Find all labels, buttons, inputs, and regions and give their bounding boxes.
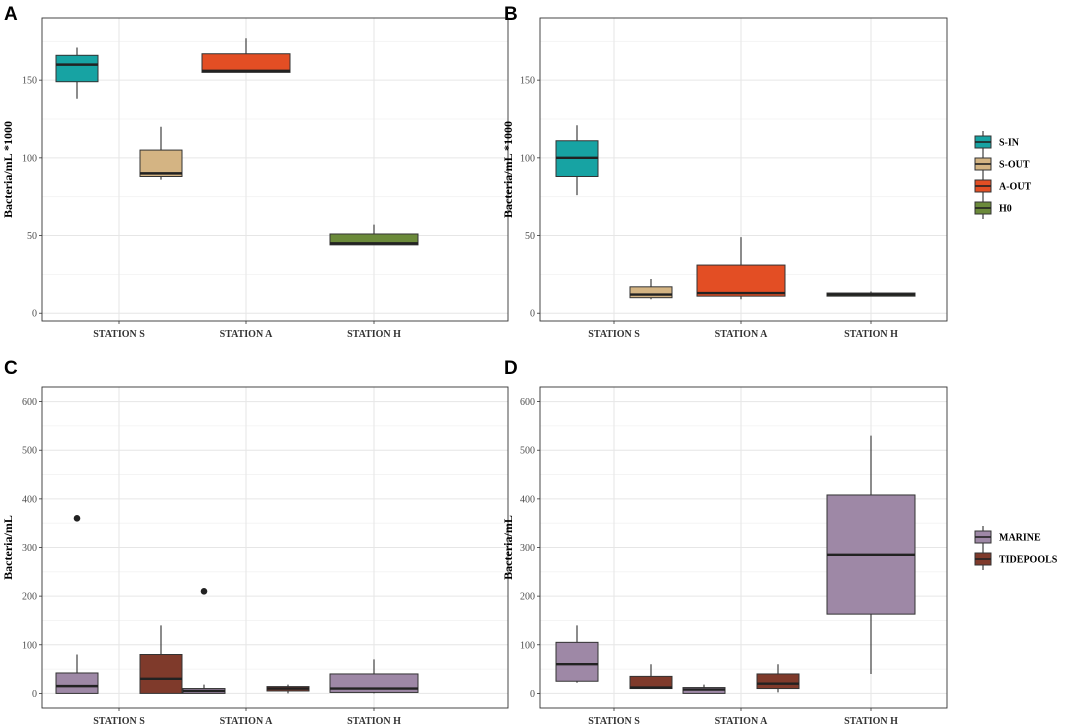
panel-c: C 0 100 200 300 400 500 600 STATION S STATION A ST…: [1, 358, 509, 724]
panel-a: A 0 50 100 150 STATION S STATION A STATION H Bac…: [1, 4, 509, 340]
y-axis-label: Bacteria/mL *1000: [501, 121, 515, 218]
box-tidepools: [266, 684, 310, 694]
box-tidepools: [756, 664, 800, 693]
y-axis-label: Bacteria/mL: [501, 515, 515, 580]
box-marine: [182, 587, 226, 694]
y-tick-label: 600: [22, 397, 37, 408]
x-tick-label: STATION A: [220, 716, 273, 724]
x-tick-label: STATION H: [844, 329, 898, 340]
y-tick-label: 50: [525, 231, 535, 242]
y-tick-label: 100: [22, 153, 37, 164]
panel-b: B 0 50 100 150 STATION S STATION A STATION H Bac…: [501, 4, 948, 340]
legend-c-legend: MARINE TIDEPOOLS: [974, 526, 1058, 570]
y-tick-label: 100: [520, 640, 535, 651]
y-tick-label: 400: [22, 494, 37, 505]
panel-letter: C: [4, 358, 18, 379]
x-tick-label: STATION S: [93, 329, 145, 340]
panel-letter: A: [4, 4, 18, 25]
box-marine: [826, 435, 916, 674]
box-tidepools: [139, 625, 183, 694]
box-s-in: [55, 47, 99, 99]
y-axis-label: Bacteria/mL *1000: [1, 121, 15, 218]
box-body: [55, 672, 99, 694]
x-tick-label: STATION A: [715, 716, 768, 724]
y-tick-label: 150: [520, 76, 535, 87]
y-tick-label: 200: [520, 592, 535, 603]
plot-frame: [41, 17, 509, 322]
legend-a-legend: S-IN S-OUT A-OUT H0: [974, 131, 1032, 219]
legend-label: TIDEPOOLS: [999, 555, 1058, 566]
y-tick-label: 100: [22, 640, 37, 651]
box-marine: [55, 515, 99, 694]
box-s-out: [629, 279, 673, 300]
y-tick-label: 300: [520, 543, 535, 554]
x-tick-label: STATION S: [588, 329, 640, 340]
legend-label: MARINE: [999, 533, 1041, 544]
y-tick-label: 300: [22, 543, 37, 554]
panel-letter: B: [504, 4, 518, 25]
box-a-out: [201, 38, 291, 73]
legend-label: A-OUT: [999, 182, 1032, 193]
legend-label: S-OUT: [999, 160, 1030, 171]
outlier-point: [200, 587, 208, 595]
y-tick-label: 0: [530, 689, 535, 700]
y-tick-label: 50: [27, 231, 37, 242]
panel-d: D 0 100 200 300 400 500 600 STATION S STATION A ST…: [501, 358, 948, 724]
y-tick-label: 100: [520, 153, 535, 164]
box-marine: [682, 684, 726, 694]
box-body: [139, 149, 183, 177]
y-axis-label: Bacteria/mL: [1, 515, 15, 580]
x-tick-label: STATION A: [220, 329, 273, 340]
x-tick-label: STATION A: [715, 329, 768, 340]
x-tick-label: STATION H: [844, 716, 898, 724]
box-a-out: [696, 237, 786, 300]
box-h0: [826, 291, 916, 297]
legend-label: S-IN: [999, 138, 1020, 149]
panel-letter: D: [504, 358, 518, 379]
y-tick-label: 200: [22, 592, 37, 603]
box-marine: [329, 659, 419, 694]
box-body: [329, 233, 419, 246]
box-tidepools: [629, 664, 673, 690]
y-tick-label: 600: [520, 397, 535, 408]
box-body: [756, 673, 800, 690]
box-body: [696, 264, 786, 297]
box-body: [55, 54, 99, 83]
box-body: [139, 654, 183, 694]
y-tick-label: 500: [520, 446, 535, 457]
box-body: [201, 53, 291, 73]
x-tick-label: STATION S: [588, 716, 640, 724]
x-tick-label: STATION H: [347, 329, 401, 340]
box-marine: [555, 625, 599, 683]
x-tick-label: STATION H: [347, 716, 401, 724]
outlier-point: [73, 515, 81, 522]
box-s-in: [555, 125, 599, 196]
box-h0: [329, 224, 419, 246]
x-tick-label: STATION S: [93, 716, 145, 724]
box-body: [629, 286, 673, 299]
box-s-out: [139, 126, 183, 180]
plot-frame: [539, 17, 948, 322]
y-tick-label: 500: [22, 446, 37, 457]
y-tick-label: 400: [520, 494, 535, 505]
box-body: [555, 641, 599, 682]
y-tick-label: 0: [32, 309, 37, 320]
y-tick-label: 0: [530, 309, 535, 320]
legend-label: H0: [999, 204, 1012, 215]
y-tick-label: 0: [32, 689, 37, 700]
y-tick-label: 150: [22, 76, 37, 87]
